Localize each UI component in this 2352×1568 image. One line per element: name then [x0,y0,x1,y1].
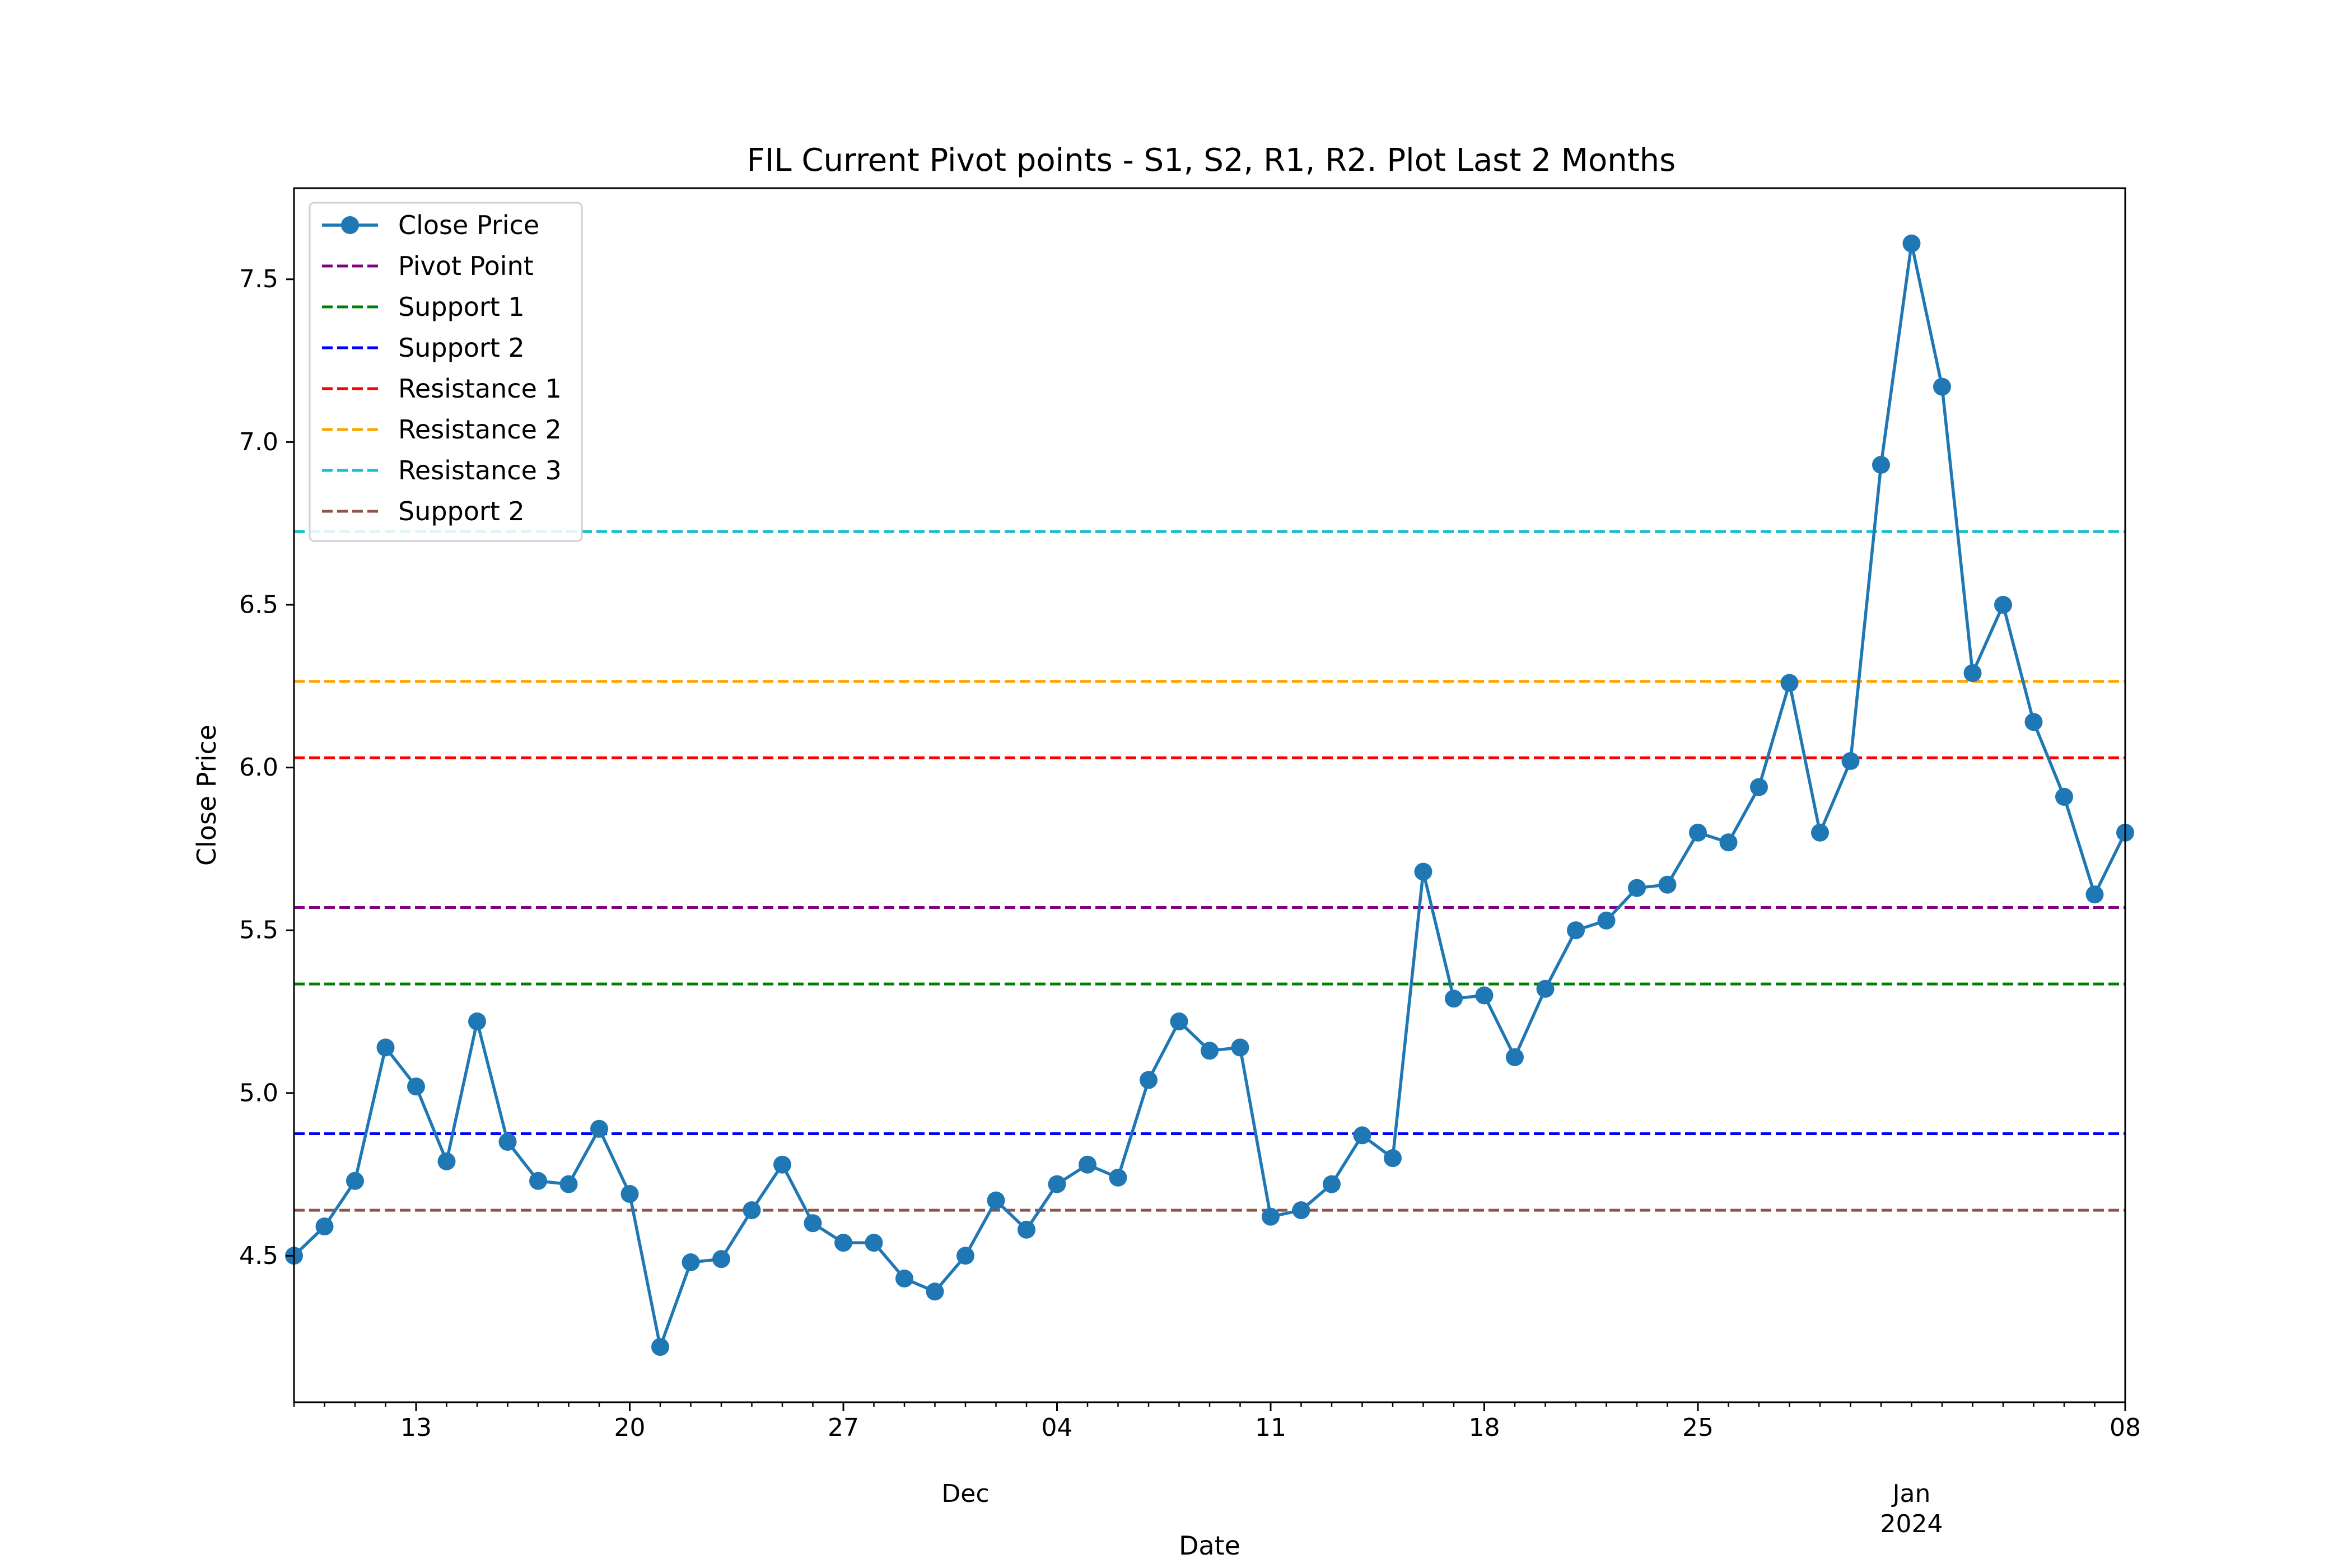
close-price-point-50 [1811,823,1829,842]
close-price-point-11 [620,1185,639,1203]
plot-marks [285,234,2134,1356]
y-tick-label-0: 4.5 [239,1242,278,1270]
close-price-point-38 [1445,990,1463,1008]
close-price-point-32 [1262,1207,1280,1226]
x-month-label-1: Jan [1891,1480,1931,1508]
close-price-point-23 [987,1191,1005,1210]
y-axis-label: Close Price [192,725,222,866]
close-price-point-16 [773,1155,791,1174]
close-price-point-45 [1658,875,1677,894]
close-price-point-28 [1140,1071,1158,1089]
close-price-point-25 [1048,1175,1066,1193]
close-price-point-12 [651,1338,669,1356]
y-tick-label-4: 6.5 [239,590,278,619]
close-price-point-24 [1018,1220,1035,1239]
legend-label-2: Support 1 [398,292,525,322]
close-price-point-22 [956,1247,974,1265]
close-price-point-33 [1292,1201,1310,1220]
y-tick-label-1: 5.0 [239,1079,278,1107]
close-price-point-53 [1902,234,1921,253]
close-price-point-27 [1109,1168,1127,1187]
close-price-point-52 [1872,456,1890,474]
close-price-point-35 [1353,1126,1371,1145]
close-price-point-41 [1536,979,1555,998]
legend-box [309,202,583,542]
close-price-point-43 [1597,911,1616,930]
legend-label-4: Resistance 1 [398,374,562,404]
close-price-point-42 [1567,921,1585,940]
close-price-point-17 [804,1214,822,1233]
close-price-point-18 [834,1234,852,1252]
chart-title: FIL Current Pivot points - S1, S2, R1, R… [747,142,1676,179]
close-price-point-15 [743,1201,761,1220]
plot-area [294,530,2125,1212]
x-tick-label-5: 18 [1469,1413,1500,1442]
legend-label-7: Support 2 [398,496,525,526]
close-price-point-31 [1231,1038,1249,1057]
legend: Close Price Pivot Point Support 1 Support 2… [309,202,583,542]
close-price-point-8 [529,1172,547,1190]
close-price-point-55 [1963,664,1982,682]
close-price-point-44 [1628,879,1646,897]
x-axis-label: Date [1179,1530,1240,1561]
close-price-point-5 [437,1152,456,1170]
x-tick-label-3: 04 [1042,1413,1073,1442]
x-tick-label-6: 25 [1682,1413,1714,1442]
y-tick-label-6: 7.5 [239,265,278,293]
close-price-point-21 [926,1282,944,1301]
y-tick-label-2: 5.5 [239,916,278,945]
x-month-label-0: Dec [941,1480,989,1508]
close-price-point-54 [1933,377,1951,396]
close-price-point-26 [1079,1155,1096,1174]
close-price-point-48 [1750,778,1768,796]
close-price-point-39 [1475,986,1494,1005]
close-price-point-57 [2024,713,2043,731]
legend-marker-0 [341,216,359,234]
close-price-point-6 [468,1012,486,1030]
close-price-point-47 [1719,833,1738,852]
close-price-point-2 [346,1172,364,1190]
x-tick-label-7: 08 [2110,1413,2141,1442]
close-price-point-37 [1414,862,1432,881]
close-price-point-20 [895,1270,913,1288]
close-price-point-46 [1689,823,1707,842]
legend-label-6: Resistance 3 [398,455,562,486]
y-tick-label-3: 6.0 [239,753,278,782]
legend-label-0: Close Price [398,210,539,240]
y-axis: 4.5 5.0 5.5 6.0 6.5 7.0 7.5 [239,265,294,1270]
close-price-point-40 [1506,1048,1524,1066]
close-price-point-1 [315,1217,334,1236]
close-price-point-29 [1170,1012,1188,1030]
x-year-label-1: 2024 [1880,1510,1943,1538]
legend-label-3: Support 2 [398,333,525,363]
close-price-point-3 [376,1038,395,1057]
close-price-point-4 [407,1077,425,1096]
close-price-point-49 [1780,674,1799,692]
close-price-point-13 [682,1253,700,1272]
close-price-point-7 [498,1133,517,1151]
close-price-point-19 [865,1234,883,1252]
close-price-point-59 [2085,885,2104,904]
x-tick-label-0: 13 [400,1413,432,1442]
x-tick-label-1: 20 [614,1413,646,1442]
close-price-point-14 [712,1250,730,1268]
close-price-point-36 [1384,1149,1402,1168]
legend-label-1: Pivot Point [398,251,534,281]
x-tick-label-2: 27 [828,1413,859,1442]
close-price-point-10 [590,1119,608,1138]
close-price-point-30 [1201,1042,1219,1060]
close-price-point-56 [1994,596,2012,614]
y-tick-label-5: 7.0 [239,428,278,456]
x-tick-label-4: 11 [1255,1413,1286,1442]
close-price-point-34 [1323,1175,1341,1193]
legend-label-5: Resistance 2 [398,414,562,445]
close-price-point-58 [2055,787,2073,806]
close-price-point-9 [559,1175,578,1193]
close-price-point-51 [1841,752,1860,770]
